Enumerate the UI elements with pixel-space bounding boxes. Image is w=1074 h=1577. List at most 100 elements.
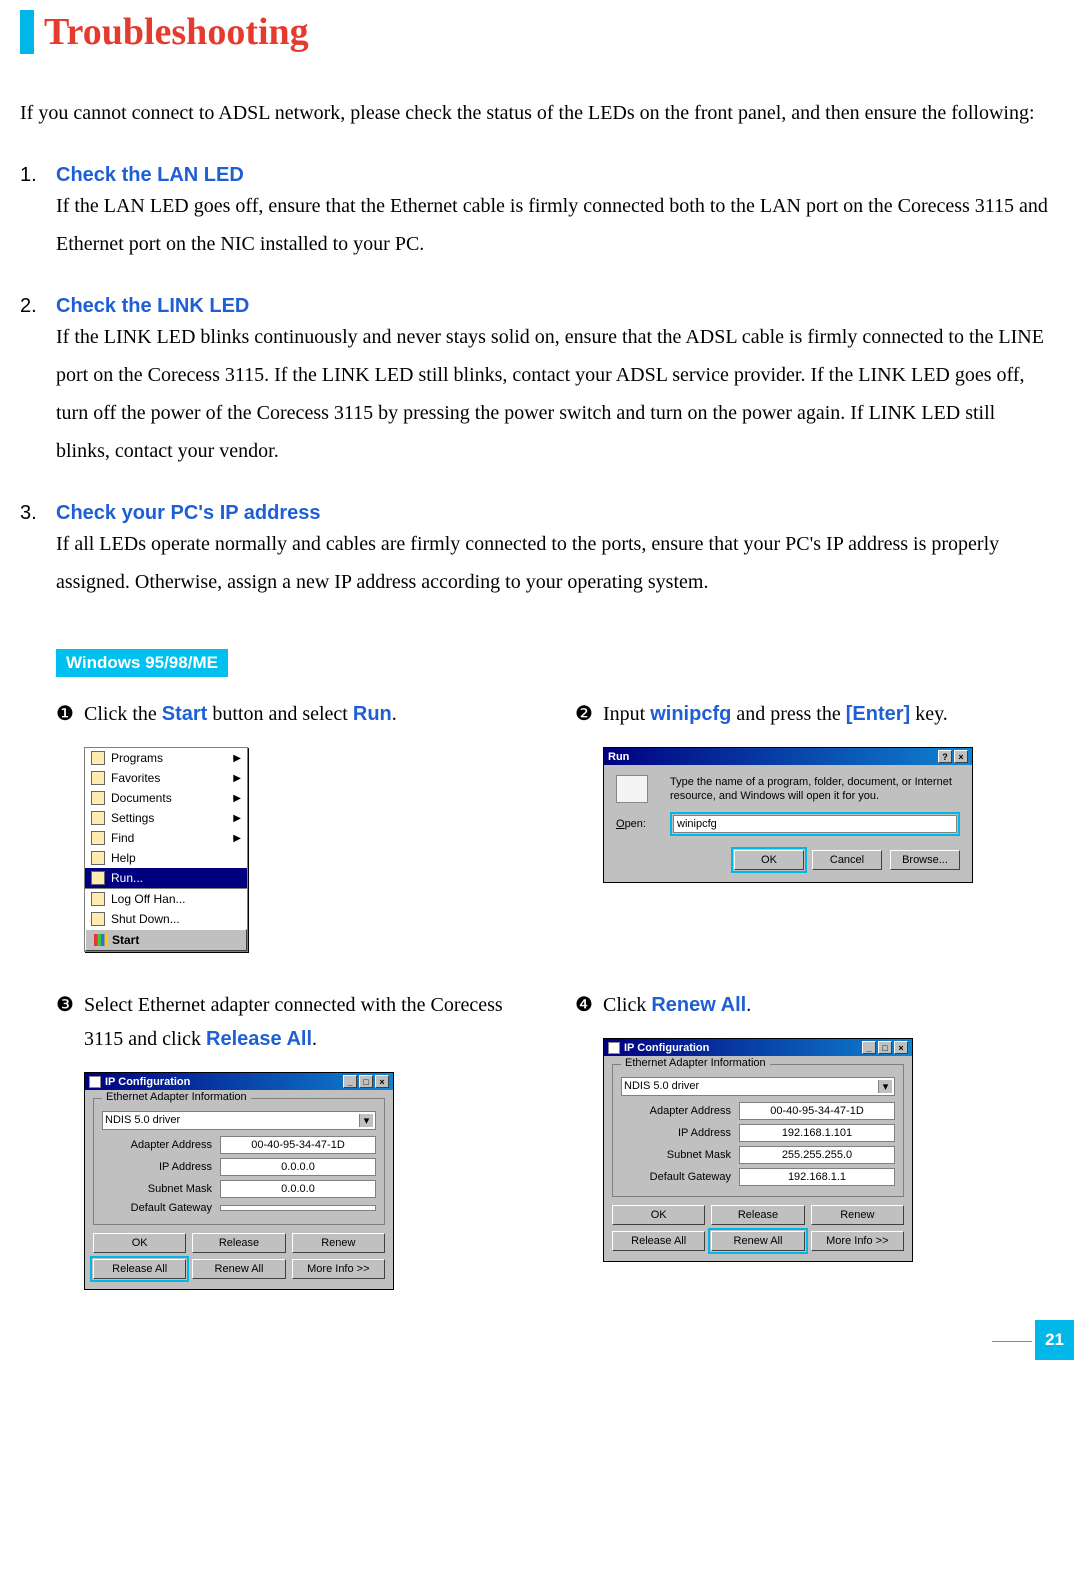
sm-logoff[interactable]: Log Off Han...	[85, 889, 247, 909]
search-icon	[91, 831, 105, 845]
substep-marker: ❹	[575, 988, 603, 1022]
substep-marker: ❷	[575, 697, 603, 731]
run-dialog-icon	[616, 775, 648, 803]
minimize-button[interactable]: _	[343, 1075, 357, 1088]
sm-run[interactable]: Run...	[85, 868, 247, 888]
sm-programs[interactable]: Programs▶	[85, 748, 247, 768]
adapter-dropdown[interactable]: NDIS 5.0 driver▾	[621, 1077, 895, 1096]
field-value: 00-40-95-34-47-1D	[220, 1136, 376, 1154]
step-title: Check your PC's IP address	[56, 502, 321, 525]
sub-step-3: ❸ Select Ethernet adapter connected with…	[56, 988, 535, 1290]
start-menu-illustration: Programs▶ Favorites▶ Documents▶ Settings…	[84, 747, 535, 952]
keyword-enter: [Enter]	[846, 703, 910, 725]
keyword-winipcfg: winipcfg	[650, 703, 731, 725]
ipcfg-titlebar: IP Configuration _ □ ×	[85, 1073, 393, 1090]
help-button[interactable]: ?	[938, 750, 952, 763]
sm-help[interactable]: Help	[85, 848, 247, 868]
sub-step-4: ❹ Click Renew All. IP Configuration _ □ …	[575, 988, 1054, 1290]
minimize-button[interactable]: _	[862, 1041, 876, 1054]
ipcfg-title: IP Configuration	[624, 1042, 709, 1054]
close-button[interactable]: ×	[375, 1075, 389, 1088]
adapter-dropdown[interactable]: NDIS 5.0 driver▾	[102, 1111, 376, 1130]
field-value: 192.168.1.1	[739, 1168, 895, 1186]
field-value: 00-40-95-34-47-1D	[739, 1102, 895, 1120]
release-all-button[interactable]: Release All	[612, 1231, 705, 1251]
more-info-button[interactable]: More Info >>	[292, 1259, 385, 1279]
ok-button[interactable]: OK	[734, 850, 804, 870]
page-number-rule	[992, 1341, 1032, 1342]
step-body: If the LAN LED goes off, ensure that the…	[56, 187, 1054, 263]
step-number: 3.	[20, 502, 56, 525]
release-button[interactable]: Release	[711, 1205, 804, 1225]
field-label: Subnet Mask	[621, 1149, 731, 1161]
sm-documents[interactable]: Documents▶	[85, 788, 247, 808]
cancel-button[interactable]: Cancel	[812, 850, 882, 870]
ok-button[interactable]: OK	[93, 1233, 186, 1253]
sm-favorites[interactable]: Favorites▶	[85, 768, 247, 788]
renew-all-button[interactable]: Renew All	[192, 1259, 285, 1279]
page-title: Troubleshooting	[44, 10, 1054, 54]
field-label: IP Address	[621, 1127, 731, 1139]
keyword-start: Start	[162, 703, 208, 725]
sm-shutdown[interactable]: Shut Down...	[85, 909, 247, 929]
keyword-release-all: Release All	[206, 1028, 312, 1050]
run-title: Run	[608, 751, 629, 763]
start-button[interactable]: Start	[85, 929, 247, 951]
close-button[interactable]: ×	[954, 750, 968, 763]
star-icon	[91, 771, 105, 785]
row-2: ❸ Select Ethernet adapter connected with…	[56, 988, 1054, 1290]
steps-list: 1. Check the LAN LED If the LAN LED goes…	[20, 164, 1054, 601]
close-button[interactable]: ×	[894, 1041, 908, 1054]
ipcfg-title: IP Configuration	[105, 1076, 190, 1088]
sm-find[interactable]: Find▶	[85, 828, 247, 848]
chevron-down-icon: ▾	[359, 1114, 373, 1127]
renew-all-button[interactable]: Renew All	[711, 1231, 804, 1251]
ipcfg-titlebar: IP Configuration _ □ ×	[604, 1039, 912, 1056]
step-number: 2.	[20, 295, 56, 318]
os-subheading: Windows 95/98/ME	[56, 649, 228, 677]
doc-icon	[91, 791, 105, 805]
title-bar: Troubleshooting	[20, 10, 1054, 54]
field-value: 0.0.0.0	[220, 1158, 376, 1176]
release-all-button[interactable]: Release All	[93, 1259, 186, 1279]
run-description: Type the name of a program, folder, docu…	[670, 775, 960, 804]
run-titlebar: Run ? ×	[604, 748, 972, 765]
step-title: Check the LINK LED	[56, 295, 249, 318]
ipconfig-b-illustration: IP Configuration _ □ × Ethernet Adapter …	[603, 1038, 1054, 1262]
step-1: 1. Check the LAN LED If the LAN LED goes…	[20, 164, 1054, 263]
open-label: Open:	[616, 818, 660, 830]
field-label: Adapter Address	[102, 1139, 212, 1151]
field-label: Default Gateway	[621, 1171, 731, 1183]
sm-settings[interactable]: Settings▶	[85, 808, 247, 828]
browse-button[interactable]: Browse...	[890, 850, 960, 870]
help-icon	[91, 851, 105, 865]
windows-icon	[94, 934, 108, 946]
sub-step-1: ❶ Click the Start button and select Run.…	[56, 697, 535, 952]
app-icon	[89, 1076, 101, 1088]
step-body: If the LINK LED blinks continuously and …	[56, 318, 1054, 470]
logoff-icon	[91, 892, 105, 906]
substep-text: Click Renew All.	[603, 988, 751, 1022]
maximize-button[interactable]: □	[878, 1041, 892, 1054]
field-label: Adapter Address	[621, 1105, 731, 1117]
field-value: 0.0.0.0	[220, 1180, 376, 1198]
field-label: Subnet Mask	[102, 1183, 212, 1195]
field-label: Default Gateway	[102, 1202, 212, 1214]
open-input[interactable]	[673, 815, 957, 833]
field-label: IP Address	[102, 1161, 212, 1173]
field-value: 192.168.1.101	[739, 1124, 895, 1142]
more-info-button[interactable]: More Info >>	[811, 1231, 904, 1251]
ok-button[interactable]: OK	[612, 1205, 705, 1225]
chevron-down-icon: ▾	[878, 1080, 892, 1093]
step-title: Check the LAN LED	[56, 164, 244, 187]
renew-button[interactable]: Renew	[811, 1205, 904, 1225]
maximize-button[interactable]: □	[359, 1075, 373, 1088]
step-body: If all LEDs operate normally and cables …	[56, 525, 1054, 601]
sub-step-2: ❷ Input winipcfg and press the [Enter] k…	[575, 697, 1054, 952]
row-1: ❶ Click the Start button and select Run.…	[56, 697, 1054, 952]
keyword-renew-all: Renew All	[651, 994, 746, 1016]
renew-button[interactable]: Renew	[292, 1233, 385, 1253]
field-value: 255.255.255.0	[739, 1146, 895, 1164]
release-button[interactable]: Release	[192, 1233, 285, 1253]
group-title: Ethernet Adapter Information	[621, 1057, 770, 1069]
